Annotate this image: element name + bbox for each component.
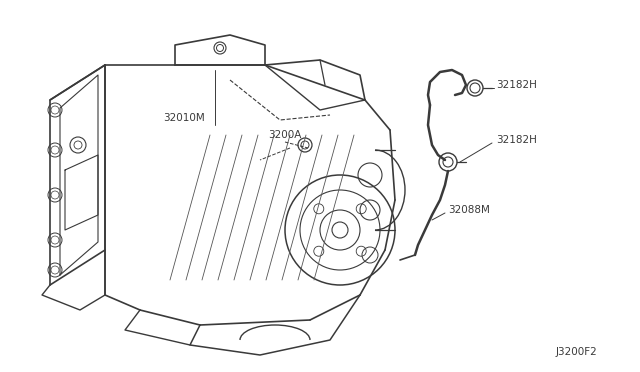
Text: J3200F2: J3200F2 xyxy=(556,347,598,357)
Text: 32182H: 32182H xyxy=(496,80,537,90)
Text: 3200A: 3200A xyxy=(268,130,301,140)
Text: 32010M: 32010M xyxy=(163,113,205,123)
Text: 32182H: 32182H xyxy=(496,135,537,145)
Text: 32088M: 32088M xyxy=(448,205,490,215)
